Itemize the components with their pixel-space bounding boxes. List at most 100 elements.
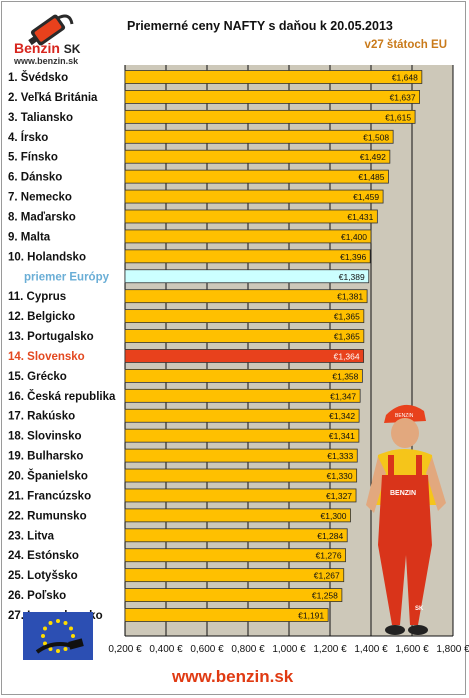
category-label: 6. Dánsko	[8, 172, 62, 184]
bar-value-label: €1,191	[298, 611, 324, 621]
bar	[124, 129, 394, 144]
bar-value-label: €1,485	[358, 172, 384, 182]
bar	[124, 428, 360, 443]
eu-flag-star	[43, 626, 48, 631]
bar-value-label: €1,389	[339, 272, 365, 282]
bar-value-label: €1,431	[347, 212, 373, 222]
eu-flag-star	[48, 646, 53, 651]
bar	[124, 568, 345, 583]
x-tick-label: 1,000 €	[272, 644, 306, 655]
bar	[124, 588, 343, 602]
bar-value-label: €1,267	[314, 571, 340, 581]
chart-subtitle: v27 štátoch EU	[364, 39, 447, 51]
category-label: 4. Írsko	[8, 131, 48, 144]
mechanic-illustration-icon: BENZIN BENZIN SK	[366, 404, 446, 635]
bar	[124, 289, 368, 304]
category-label: 11. Cyprus	[8, 291, 66, 303]
eu-flag-star	[48, 621, 53, 626]
bar-value-label: €1,276	[316, 551, 342, 561]
x-tick-label: 0,400 €	[149, 644, 183, 655]
category-label: 1. Švédsko	[8, 71, 68, 84]
bar	[124, 90, 420, 104]
bar-value-label: €1,381	[337, 292, 363, 302]
bar-value-label: €1,648	[392, 73, 418, 83]
bar	[124, 548, 346, 563]
category-label: 21. Francúzsko	[8, 490, 91, 502]
benzin-logo-icon	[28, 14, 74, 46]
logo-text: Benzin SK	[14, 40, 81, 56]
x-tick-label: 0,200 €	[108, 644, 142, 655]
category-label: 26. Poľsko	[8, 590, 66, 602]
bar-value-label: €1,333	[327, 451, 353, 461]
bar	[124, 488, 357, 503]
bar-value-label: €1,508	[363, 132, 389, 142]
bar	[124, 528, 348, 543]
bar	[124, 388, 361, 403]
chart-title: Priemerné ceny NAFTY s daňou k 20.05.201…	[127, 19, 393, 33]
bar-value-label: €1,365	[334, 332, 360, 342]
bar-value-label: €1,358	[332, 371, 358, 381]
category-label: 19. Bulharsko	[8, 451, 83, 463]
category-label: 2. Veľká Británia	[8, 92, 98, 104]
bar-value-label: €1,365	[334, 312, 360, 322]
category-label: 18. Slovinsko	[8, 431, 82, 443]
category-label: 7. Nemecko	[8, 192, 72, 204]
bar	[124, 109, 416, 124]
x-tick-label: 1,200 €	[313, 644, 347, 655]
category-label: 5. Fínsko	[8, 152, 58, 164]
bar-value-label: €1,637	[390, 92, 416, 102]
bar-value-label: €1,400	[341, 232, 367, 242]
bar-value-label: €1,347	[330, 391, 356, 401]
bar	[124, 229, 372, 244]
category-label: 3. Taliansko	[8, 112, 73, 124]
x-tick-label: 1,400 €	[354, 644, 388, 655]
bar-value-label: €1,258	[312, 591, 338, 601]
bar	[124, 508, 351, 523]
category-label: 14. Slovensko	[8, 351, 85, 363]
category-label: 10. Holandsko	[8, 251, 86, 263]
bar-value-label: €1,327	[326, 491, 352, 501]
bar-value-label: €1,364	[334, 351, 360, 361]
bar	[124, 448, 358, 463]
bar	[124, 408, 360, 423]
x-tick-label: 0,600 €	[190, 644, 224, 655]
category-label: 22. Rumunsko	[8, 510, 87, 522]
bar	[124, 349, 365, 363]
x-tick-label: 1,600 €	[395, 644, 429, 655]
bar	[124, 269, 370, 284]
bar	[124, 368, 363, 383]
bar	[124, 169, 389, 184]
bar-value-label: €1,341	[329, 431, 355, 441]
bar	[124, 249, 371, 264]
category-label: priemer Európy	[24, 271, 110, 283]
eu-flag-star	[63, 621, 68, 626]
bar-value-label: €1,492	[360, 152, 386, 162]
eu-flag-star	[56, 649, 60, 653]
bar-value-label: €1,396	[340, 252, 366, 262]
category-label: 13. Portugalsko	[8, 331, 94, 343]
category-label: 24. Estónsko	[8, 550, 79, 562]
bar	[124, 608, 329, 622]
bar-value-label: €1,300	[321, 511, 347, 521]
cap-text: BENZIN	[395, 413, 414, 419]
category-label: 20. Španielsko	[8, 470, 88, 483]
shirt-text: BENZIN	[390, 490, 416, 497]
category-label: 25. Lotyšsko	[8, 570, 78, 582]
category-label: 9. Malta	[8, 231, 51, 243]
eu-flag-star	[43, 641, 48, 646]
bar	[124, 149, 391, 164]
bar	[124, 468, 358, 483]
bar	[124, 209, 378, 224]
bar-value-label: €1,284	[317, 531, 343, 541]
bar-value-label: €1,342	[329, 411, 355, 421]
logo-url[interactable]: www.benzin.sk	[14, 56, 79, 66]
bar	[124, 309, 365, 324]
eu-flag-star	[68, 626, 73, 631]
category-label: 12. Belgicko	[8, 311, 75, 323]
eu-flag-star	[71, 634, 75, 638]
category-label: 17. Rakúsko	[8, 411, 75, 423]
category-label: 16. Česká republika	[8, 390, 116, 403]
footer-url[interactable]: www.benzin.sk	[172, 667, 294, 686]
x-tick-label: 0,800 €	[231, 644, 265, 655]
